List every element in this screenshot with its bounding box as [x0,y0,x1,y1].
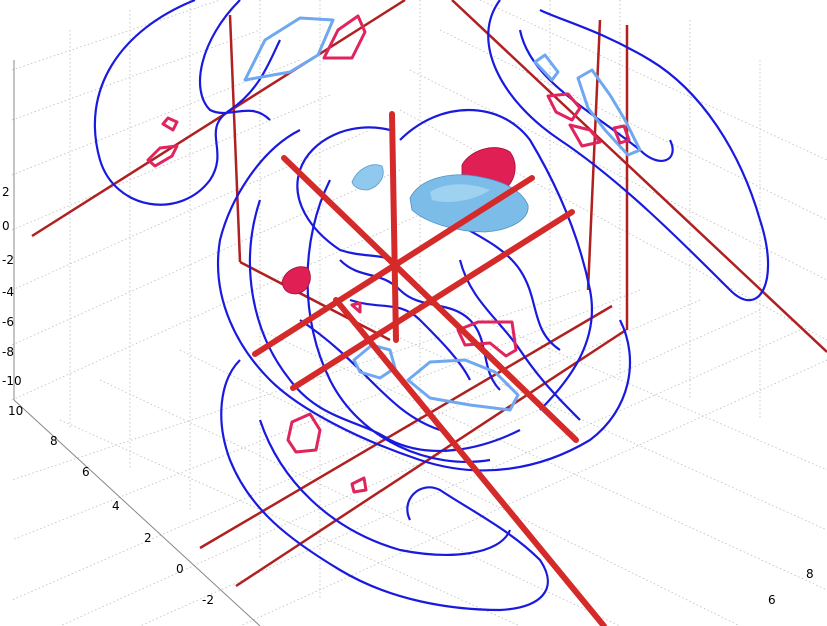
contours-dark-blue [93,0,770,612]
z-tick-label: 0 [2,219,10,233]
y-axis-ticks: 10 8 6 4 2 0 -2 [8,404,214,607]
iso-red-left [281,266,311,295]
x-tick-label: 6 [768,593,776,607]
z-tick-label: -8 [2,345,14,359]
z-tick-label: -10 [2,374,22,388]
y-tick-label: 8 [50,434,58,448]
z-tick-label: -6 [2,315,14,329]
y-tick-label: 6 [82,465,90,479]
contours-red [146,14,631,494]
projection-lines [31,0,827,588]
y-tick-label: 2 [144,531,152,545]
z-tick-label: -4 [2,285,14,299]
z-tick-label: 2 [2,185,10,199]
z-tick-label: -2 [2,253,14,267]
red-axes [252,111,607,626]
y-tick-label: 10 [8,404,23,418]
y-tick-label: 0 [176,562,184,576]
iso-blue-highlight [430,184,490,202]
y-tick-label: 4 [112,499,120,513]
y-tick-label: -2 [202,593,214,607]
iso-blue-small [351,164,384,191]
y-axis-line [13,399,261,626]
grid [11,0,827,626]
z-axis-ticks: 2 0 -2 -4 -6 -8 -10 [2,185,22,388]
x-tick-label: 8 [806,567,814,581]
x-axis-ticks: 8 6 [768,567,814,607]
